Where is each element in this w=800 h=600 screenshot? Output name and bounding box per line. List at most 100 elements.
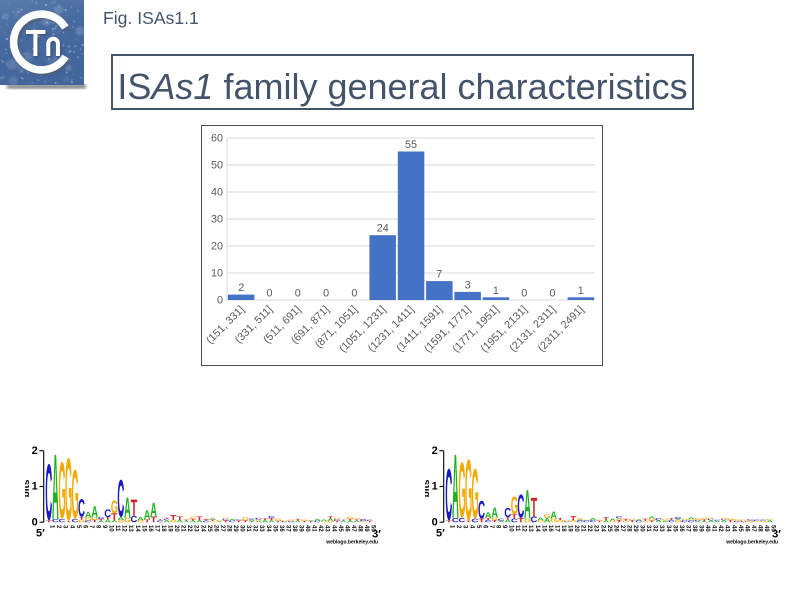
svg-text:36: 36 [678, 525, 684, 532]
svg-text:44: 44 [330, 525, 336, 532]
svg-text:33: 33 [658, 525, 664, 532]
svg-text:47: 47 [750, 525, 756, 532]
svg-text:24: 24 [599, 525, 605, 532]
svg-text:11: 11 [114, 525, 120, 532]
svg-text:50: 50 [770, 525, 776, 532]
svg-text:38: 38 [291, 525, 297, 532]
svg-text:21: 21 [180, 525, 186, 532]
svg-text:34: 34 [265, 525, 271, 532]
svg-text:24: 24 [199, 525, 205, 532]
svg-text:26: 26 [612, 525, 618, 532]
svg-text:7: 7 [436, 269, 442, 281]
svg-text:5: 5 [475, 525, 481, 529]
svg-text:29: 29 [632, 525, 638, 532]
svg-text:6: 6 [81, 525, 87, 529]
svg-text:46: 46 [343, 525, 349, 532]
svg-text:39: 39 [698, 525, 704, 532]
svg-text:50: 50 [211, 160, 223, 172]
svg-text:40: 40 [304, 525, 310, 532]
svg-text:48: 48 [356, 525, 362, 532]
svg-text:39: 39 [298, 525, 304, 532]
svg-text:30: 30 [211, 214, 223, 226]
svg-text:35: 35 [671, 525, 677, 532]
svg-text:14: 14 [134, 525, 140, 532]
svg-text:16: 16 [147, 525, 153, 532]
svg-text:42: 42 [717, 525, 723, 532]
svg-text:34: 34 [665, 525, 671, 532]
svg-text:32: 32 [652, 525, 658, 532]
svg-text:2: 2 [238, 282, 244, 294]
svg-text:17: 17 [153, 525, 159, 532]
svg-text:17: 17 [553, 525, 559, 532]
svg-text:45: 45 [737, 525, 743, 532]
svg-text:22: 22 [586, 525, 592, 532]
svg-text:12: 12 [121, 525, 127, 532]
svg-text:2: 2 [455, 525, 461, 529]
svg-text:43: 43 [324, 525, 330, 532]
svg-text:0: 0 [351, 288, 357, 300]
svg-text:5′: 5′ [436, 528, 445, 540]
svg-text:20: 20 [173, 525, 179, 532]
svg-text:0: 0 [432, 516, 438, 528]
svg-text:30: 30 [239, 525, 245, 532]
svg-text:1: 1 [578, 285, 584, 297]
svg-text:23: 23 [193, 525, 199, 532]
svg-text:1: 1 [493, 285, 499, 297]
svg-text:31: 31 [245, 525, 251, 532]
svg-text:36: 36 [278, 525, 284, 532]
svg-text:44: 44 [730, 525, 736, 532]
svg-text:49: 49 [763, 525, 769, 532]
svg-text:38: 38 [691, 525, 697, 532]
svg-text:19: 19 [567, 525, 573, 532]
svg-text:1: 1 [32, 481, 38, 493]
svg-text:15: 15 [540, 525, 546, 532]
svg-text:48: 48 [756, 525, 762, 532]
svg-text:16: 16 [547, 525, 553, 532]
svg-text:3: 3 [462, 525, 468, 529]
svg-text:4: 4 [68, 525, 74, 529]
svg-text:2: 2 [432, 445, 438, 457]
svg-text:0: 0 [32, 516, 38, 528]
svg-text:28: 28 [625, 525, 631, 532]
svg-text:60: 60 [211, 133, 223, 145]
svg-text:18: 18 [160, 525, 166, 532]
svg-text:0: 0 [323, 288, 329, 300]
svg-text:bits: bits [425, 479, 432, 497]
svg-text:10: 10 [508, 525, 514, 532]
svg-text:22: 22 [186, 525, 192, 532]
svg-text:30: 30 [639, 525, 645, 532]
svg-text:37: 37 [284, 525, 290, 532]
svg-text:19: 19 [167, 525, 173, 532]
svg-text:23: 23 [593, 525, 599, 532]
svg-text:11: 11 [514, 525, 520, 532]
svg-text:21: 21 [580, 525, 586, 532]
svg-text:2: 2 [32, 445, 38, 457]
svg-text:33: 33 [258, 525, 264, 532]
svg-text:3′: 3′ [372, 529, 381, 541]
svg-text:40: 40 [704, 525, 710, 532]
svg-text:49: 49 [363, 525, 369, 532]
svg-text:12: 12 [521, 525, 527, 532]
svg-text:25: 25 [206, 525, 212, 532]
svg-text:20: 20 [573, 525, 579, 532]
svg-text:13: 13 [127, 525, 133, 532]
svg-text:2: 2 [55, 525, 61, 529]
svg-text:28: 28 [225, 525, 231, 532]
svg-text:8: 8 [94, 525, 100, 529]
svg-text:20: 20 [211, 241, 223, 253]
svg-text:4: 4 [468, 525, 474, 529]
svg-text:37: 37 [684, 525, 690, 532]
svg-text:6: 6 [481, 525, 487, 529]
svg-text:0: 0 [295, 288, 301, 300]
svg-text:46: 46 [743, 525, 749, 532]
svg-text:9: 9 [501, 525, 507, 529]
svg-text:14: 14 [534, 525, 540, 532]
svg-text:15: 15 [140, 525, 146, 532]
svg-text:1: 1 [49, 525, 55, 529]
svg-text:26: 26 [212, 525, 218, 532]
svg-text:55: 55 [405, 139, 417, 151]
svg-text:40: 40 [211, 187, 223, 199]
svg-text:29: 29 [232, 525, 238, 532]
svg-text:weblogo.berkeley.edu: weblogo.berkeley.edu [725, 540, 778, 546]
svg-text:0: 0 [521, 288, 527, 300]
